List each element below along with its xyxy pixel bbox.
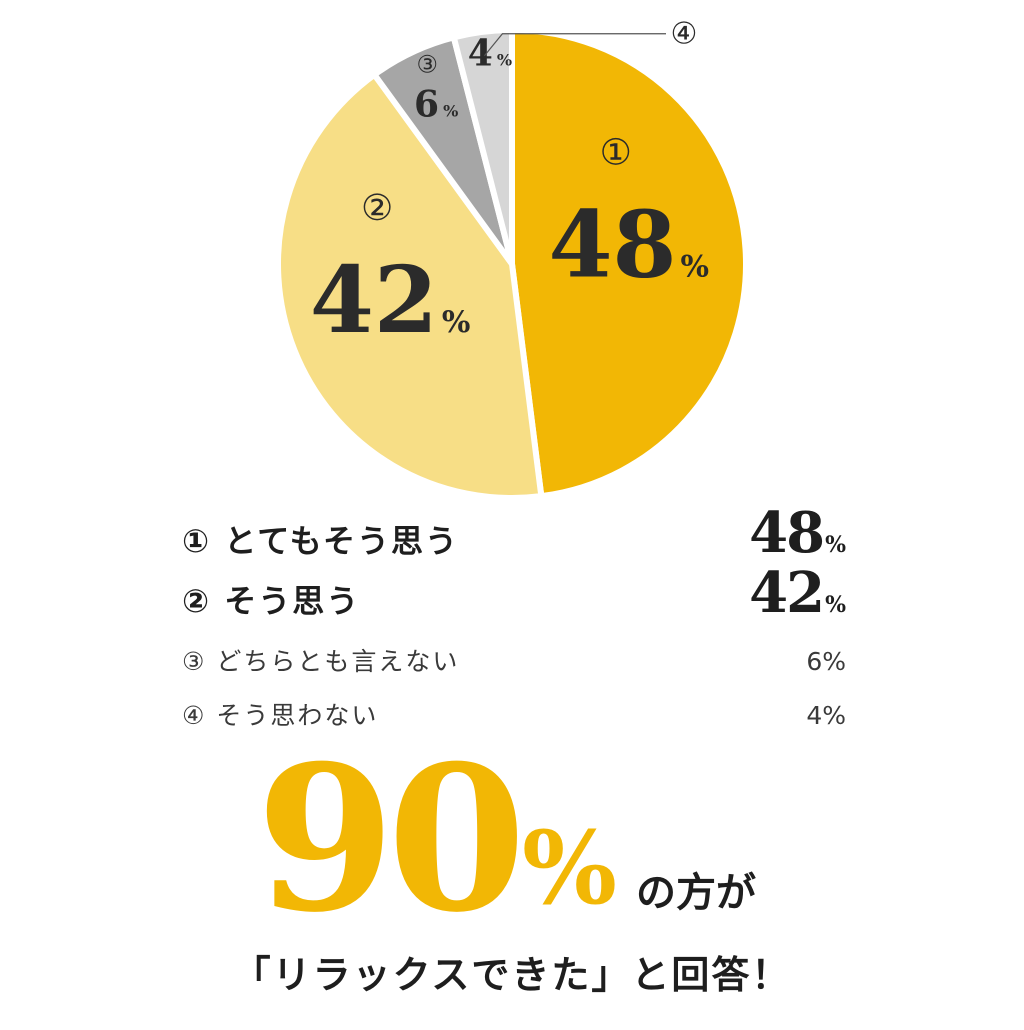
headline-answer: 「リラックスできた」と回答！ xyxy=(232,953,792,997)
headline-suffix: の方が xyxy=(636,870,756,916)
slice-unit-3: % xyxy=(443,102,458,121)
pie-slice-1 xyxy=(509,27,749,500)
legend-value-4: 4% xyxy=(806,701,846,730)
legend-value-3: 6% xyxy=(806,647,846,676)
legend-row-2: ② そう思う 42% xyxy=(182,560,846,626)
pie-chart: ①48 %②42 %③6 %4 %④ xyxy=(275,16,749,501)
slice-index-3: ③ xyxy=(416,51,438,79)
slice-unit-1: % xyxy=(680,250,709,285)
pie-slice-4 xyxy=(450,27,515,267)
legend-row-4: ④ そう思わない 4% xyxy=(182,696,846,732)
legend-value-1: 48% xyxy=(749,500,846,566)
slice-value-3: 6 xyxy=(414,84,439,126)
legend-label-4: ④ そう思わない xyxy=(182,701,379,730)
pie-slice-2 xyxy=(275,71,545,501)
legend-value-2: 42% xyxy=(749,560,846,626)
legend-label-1: ① とてもそう思う xyxy=(182,522,460,560)
leader-line-4 xyxy=(483,33,666,57)
slice-index-1: ① xyxy=(600,133,632,174)
slice-unit-2: % xyxy=(442,305,471,340)
headline-unit: % xyxy=(522,809,618,927)
slice-value-4: 4 xyxy=(468,33,493,75)
legend-row-3: ③ どちらとも言えない 6% xyxy=(182,642,846,678)
slice-value-2: 42 xyxy=(310,246,438,354)
slice-index-4: ④ xyxy=(671,17,698,52)
headline-value: 90 xyxy=(256,722,526,957)
legend-row-1: ① とてもそう思う 48% xyxy=(182,500,846,566)
slice-unit-4: % xyxy=(497,51,512,70)
headline: 90 % の方が xyxy=(256,740,816,940)
slice-value-1: 48 xyxy=(548,191,676,299)
slice-index-2: ② xyxy=(361,188,393,229)
legend-label-2: ② そう思う xyxy=(182,582,361,620)
legend-label-3: ③ どちらとも言えない xyxy=(182,647,460,676)
